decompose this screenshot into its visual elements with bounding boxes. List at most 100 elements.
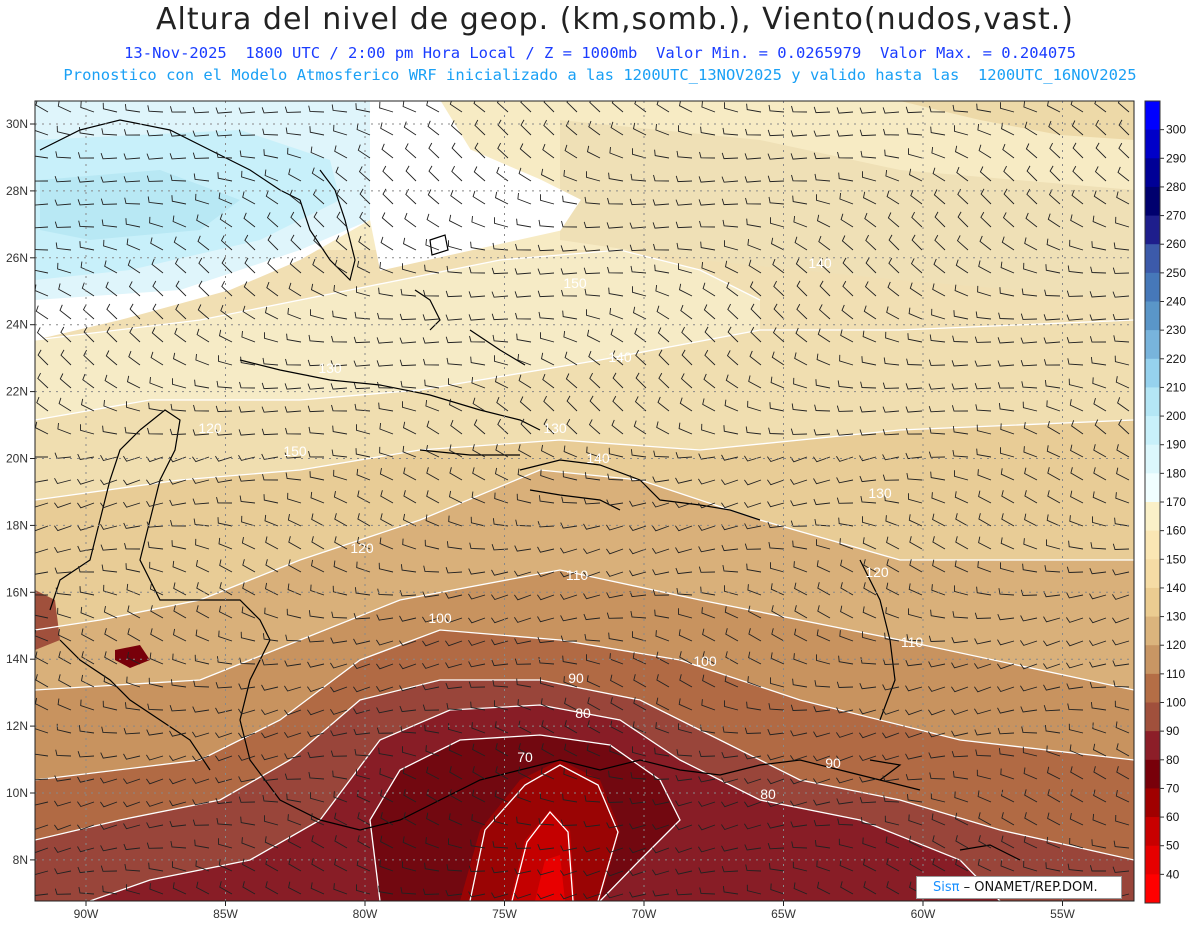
contour-label: 110: [566, 567, 589, 583]
colorbar-label: 170: [1166, 495, 1186, 509]
contour-label: 70: [517, 749, 533, 765]
colorbar-swatch: [1145, 587, 1160, 618]
colorbar-swatch: [1145, 759, 1160, 789]
contour-label: 130: [868, 485, 892, 501]
colorbar: 300 290 280 270 260 250 240 230 220 210 200 190 180 1…: [1144, 100, 1186, 904]
contour-label: 100: [428, 610, 452, 626]
lat-tick-label: 18N: [6, 518, 28, 532]
valid-time-line: 13-Nov-2025 1800 UTC / 2:00 pm Hora Loca…: [124, 44, 1076, 62]
colorbar-swatch: [1145, 817, 1160, 847]
lat-tick-label: 8N: [13, 853, 28, 867]
lat-tick-label: 28N: [6, 184, 28, 198]
colorbar-label: 280: [1166, 180, 1186, 194]
credit-box: Sisπ – ONAMET/REP.DOM.: [916, 876, 1122, 899]
lon-tick-label: 75W: [492, 907, 517, 921]
graticule: [35, 101, 1134, 901]
lat-tick-label: 10N: [6, 786, 28, 800]
contour-label: 130: [543, 420, 567, 436]
colorbar-swatch: [1145, 358, 1160, 388]
colorbar-swatch: [1145, 129, 1160, 159]
colorbar-swatch: [1145, 702, 1160, 732]
contour-label: 90: [825, 755, 841, 771]
contour-label: 80: [760, 786, 776, 802]
colorbar-label: 90: [1166, 724, 1180, 738]
lat-tick-label: 30N: [6, 117, 28, 131]
colorbar-label: 140: [1166, 581, 1186, 595]
lat-tick-label: 22N: [6, 385, 28, 399]
colorbar-label: 290: [1166, 151, 1186, 165]
colorbar-label: 120: [1166, 638, 1186, 652]
colorbar-swatch: [1145, 502, 1160, 532]
colorbar-label: 210: [1166, 380, 1186, 394]
map-title: Altura del nivel de geop. (km,somb.), Vi…: [156, 2, 1074, 37]
contour-label: 140: [608, 349, 632, 365]
shaded-field: [35, 101, 1134, 901]
credit-text: – ONAMET/REP.DOM.: [963, 880, 1098, 895]
model-info-line: Pronostico con el Modelo Atmosferico WRF…: [63, 66, 1137, 84]
coastlines: [39, 119, 1021, 861]
colorbar-label: 190: [1166, 438, 1186, 452]
colorbar-swatch: [1145, 731, 1160, 761]
map-frame: [34, 100, 1135, 902]
longitude-axis: 90W 85W 80W 75W 70W 65W 60W 55W: [74, 901, 1076, 921]
lat-tick-label: 24N: [6, 318, 28, 332]
lon-tick-label: 80W: [353, 907, 378, 921]
colorbar-swatch: [1145, 330, 1160, 360]
colorbar-label: 150: [1166, 552, 1186, 566]
lat-tick-label: 16N: [6, 585, 28, 599]
colorbar-label: 220: [1166, 352, 1186, 366]
colorbar-swatch: [1145, 101, 1160, 131]
colorbar-label: 200: [1166, 409, 1186, 423]
contour-label: 140: [586, 450, 610, 466]
colorbar-swatch: [1145, 645, 1160, 675]
lat-tick-label: 26N: [6, 251, 28, 265]
colorbar-label: 300: [1166, 123, 1186, 137]
lat-tick-label: 20N: [6, 452, 28, 466]
colorbar-swatch: [1145, 530, 1160, 560]
colorbar-swatch: [1145, 788, 1160, 818]
colorbar-label: 180: [1166, 466, 1186, 480]
lon-tick-label: 85W: [213, 907, 238, 921]
contour-label: 150: [283, 443, 307, 459]
contour-label: 100: [693, 653, 717, 669]
colorbar-swatch: [1145, 186, 1160, 217]
contour-label: 80: [575, 705, 591, 721]
colorbar-label: 130: [1166, 610, 1186, 624]
colorbar-label: 240: [1166, 295, 1186, 309]
colorbar-label: 230: [1166, 323, 1186, 337]
colorbar-swatch: [1145, 244, 1160, 274]
colorbar-label: 270: [1166, 209, 1186, 223]
lat-tick-label: 14N: [6, 652, 28, 666]
colorbar-swatch: [1145, 444, 1160, 474]
colorbar-swatch: [1145, 874, 1160, 904]
contour-label: 130: [318, 360, 342, 376]
lat-tick-label: 12N: [6, 719, 28, 733]
colorbar-swatch: [1145, 387, 1160, 417]
contour-label: 90: [568, 670, 584, 686]
colorbar-swatch: [1145, 473, 1160, 503]
contour-label: 120: [198, 420, 222, 436]
contour-label: 110: [901, 634, 924, 650]
colorbar-label: 50: [1166, 839, 1180, 853]
colorbar-label: 70: [1166, 781, 1180, 795]
colorbar-label: 160: [1166, 524, 1186, 538]
colorbar-swatch: [1145, 215, 1160, 245]
colorbar-swatch: [1145, 416, 1160, 446]
colorbar-label: 100: [1166, 696, 1186, 710]
sispi-logo: Sisπ: [933, 880, 960, 895]
wind-barbs: [35, 101, 1130, 900]
contour-label: 150: [563, 275, 587, 291]
colorbar-label: 60: [1166, 810, 1180, 824]
lon-tick-label: 60W: [911, 907, 936, 921]
contour-label: 120: [865, 564, 889, 580]
contour-label: 140: [808, 255, 832, 271]
colorbar-label: 250: [1166, 266, 1186, 280]
colorbar-label: 80: [1166, 753, 1180, 767]
colorbar-swatch: [1145, 301, 1160, 331]
lon-tick-label: 90W: [74, 907, 99, 921]
lon-tick-label: 55W: [1050, 907, 1075, 921]
colorbar-label: 260: [1166, 237, 1186, 251]
contour-label: 120: [350, 540, 374, 556]
contour-labels: 140 150 140 130 120 130 150 140 120 110 120 130 110 1…: [198, 255, 923, 802]
